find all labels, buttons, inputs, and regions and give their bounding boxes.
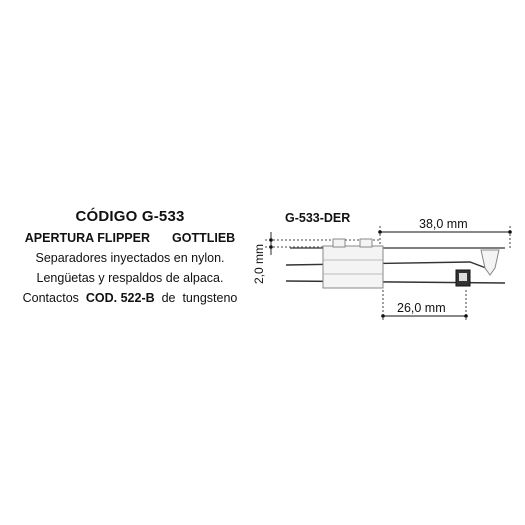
separator-stack — [322, 245, 384, 289]
description-blades: Lengüetas y respaldos de alpaca. — [36, 271, 224, 285]
dim-gap-label: 2,0 mm — [252, 244, 266, 284]
contacts-prefix: Contactos — [22, 291, 79, 305]
dim-bottom-end-left — [381, 314, 385, 318]
dim-bottom-end-right — [464, 314, 468, 318]
dim-gap-end-top — [269, 238, 273, 242]
part-label: G-533-DER — [285, 211, 350, 225]
subtitle-application: APERTURA FLIPPER — [24, 231, 151, 245]
dim-top-end-right — [508, 230, 512, 234]
contacts-code: COD. 522-B — [85, 291, 155, 305]
product-subtitle: APERTURA FLIPPER GOTTLIEB — [0, 231, 260, 245]
dim-top-end-left — [378, 230, 382, 234]
dim-bottom-label: 26,0 mm — [397, 301, 446, 315]
dim-gap-end-bottom — [269, 245, 273, 249]
contacts-material: tungsteno — [182, 291, 238, 305]
product-code-title: CÓDIGO G-533 — [75, 208, 185, 225]
actuator-tip — [480, 249, 500, 276]
description-contacts: Contactos COD. 522-B de tungsteno — [0, 291, 260, 305]
lower-blade — [285, 280, 506, 284]
contacts-mid: de — [161, 291, 176, 305]
separator-tab-left — [332, 238, 346, 248]
product-info: CÓDIGO G-533 APERTURA FLIPPER GOTTLIEB Se… — [0, 208, 260, 305]
dim-top-label: 38,0 mm — [419, 217, 468, 231]
contact-face — [459, 273, 467, 281]
middle-blade — [285, 261, 487, 269]
separator-tab-right — [359, 238, 373, 248]
description-separators: Separadores inyectados en nylon. — [35, 251, 225, 265]
subtitle-brand: GOTTLIEB — [172, 231, 236, 245]
